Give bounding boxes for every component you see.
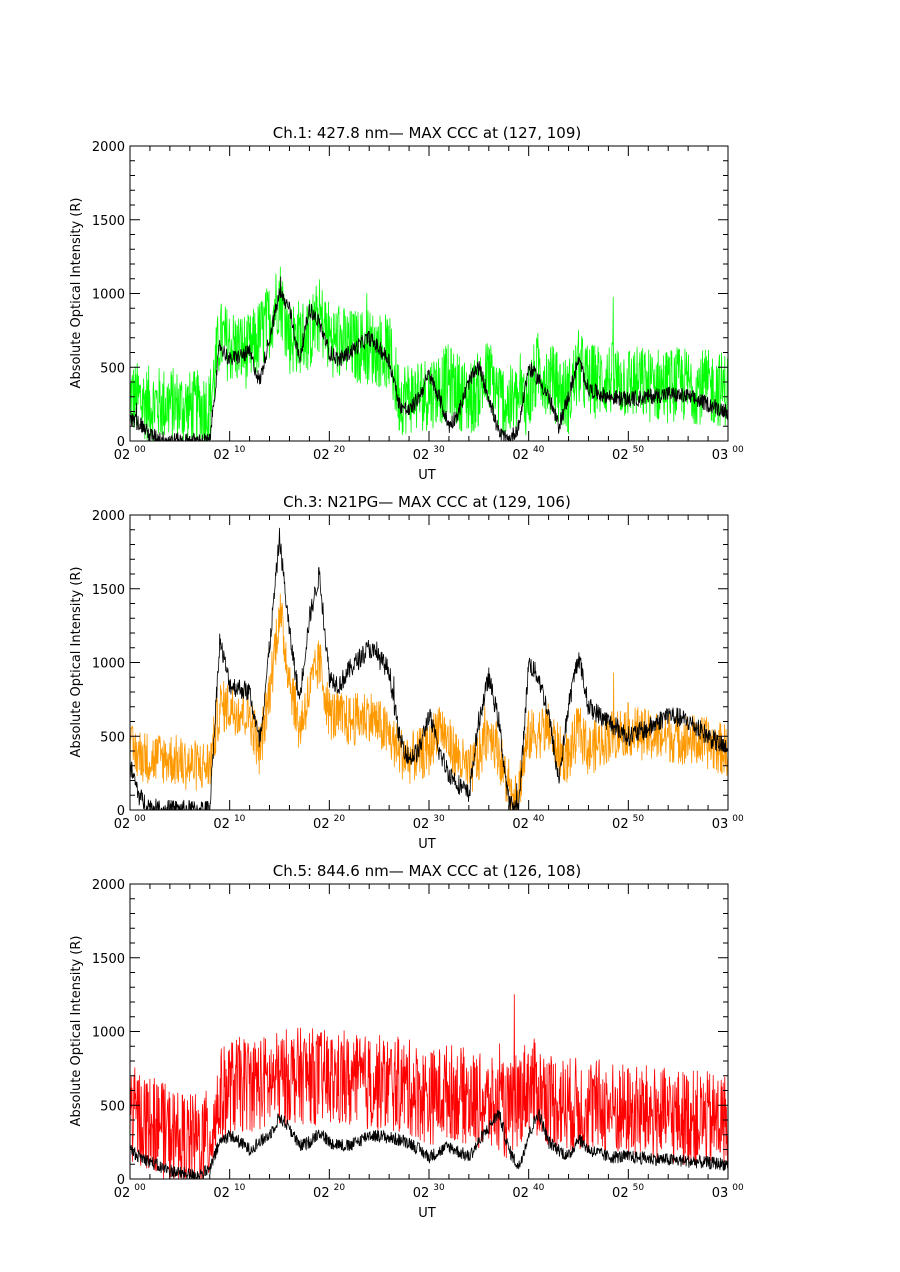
x-tick-label-sup: 50: [633, 1183, 645, 1193]
x-tick-label: 02: [512, 448, 529, 463]
x-tick-label: 02: [512, 1186, 529, 1201]
y-tick-label: 1000: [92, 1026, 125, 1041]
x-tick-label: 02: [612, 448, 629, 463]
y-tick-label: 0: [117, 435, 125, 450]
x-tick-label-sup: 30: [433, 814, 445, 824]
y-tick-label: 500: [100, 730, 125, 745]
y-axis-label-ch5: Absolute Optical Intensity (R): [69, 936, 84, 1127]
x-tick-label: 02: [213, 448, 230, 463]
series-line-black: [130, 527, 728, 810]
x-tick-label-sup: 30: [433, 445, 445, 455]
panel-ch1: Ch.1: 427.8 nm— MAX CCC at (127, 109) UT…: [69, 124, 744, 483]
chart-title-ch5: Ch.5: 844.6 nm— MAX CCC at (126, 108): [273, 862, 582, 880]
y-tick-label: 0: [117, 804, 125, 819]
x-tick-label-sup: 00: [134, 445, 146, 455]
y-tick-label: 1000: [92, 657, 125, 672]
y-tick-label: 500: [100, 361, 125, 376]
y-axis-label-ch3: Absolute Optical Intensity (R): [69, 567, 84, 758]
x-tick-label-sup: 00: [732, 1183, 744, 1193]
x-tick-label: 03: [712, 1186, 729, 1201]
panel-ch5: Ch.5: 844.6 nm— MAX CCC at (126, 108) UT…: [69, 862, 744, 1221]
x-tick-label-sup: 40: [533, 445, 545, 455]
x-tick-label: 02: [114, 448, 131, 463]
x-tick-label-sup: 10: [234, 445, 246, 455]
chart-title-ch3: Ch.3: N21PG— MAX CCC at (129, 106): [283, 493, 571, 511]
x-tick-label: 02: [413, 817, 430, 832]
x-tick-label-sup: 50: [633, 445, 645, 455]
x-tick-label-sup: 40: [533, 814, 545, 824]
x-tick-label-sup: 20: [334, 814, 346, 824]
x-tick-label-sup: 00: [134, 1183, 146, 1193]
y-tick-label: 500: [100, 1099, 125, 1114]
series-line-color: [130, 994, 728, 1179]
x-tick-label-sup: 00: [732, 814, 744, 824]
series-line-black: [130, 1109, 728, 1179]
x-tick-label-sup: 20: [334, 1183, 346, 1193]
y-tick-label: 2000: [92, 140, 125, 155]
y-axis-label-ch1: Absolute Optical Intensity (R): [69, 198, 84, 389]
x-tick-label: 02: [114, 817, 131, 832]
x-tick-label-sup: 10: [234, 814, 246, 824]
x-tick-label: 02: [512, 817, 529, 832]
y-tick-label: 1500: [92, 214, 125, 229]
y-tick-label: 1500: [92, 952, 125, 967]
x-axis-label-ch1: UT: [418, 468, 436, 483]
x-tick-label-sup: 50: [633, 814, 645, 824]
plot-frame: [129, 883, 729, 1180]
y-tick-label: 1500: [92, 583, 125, 598]
series-line-black: [130, 276, 728, 441]
x-tick-label: 02: [213, 817, 230, 832]
x-tick-label-sup: 20: [334, 445, 346, 455]
x-tick-label-sup: 30: [433, 1183, 445, 1193]
y-tick-label: 2000: [92, 509, 125, 524]
x-tick-label: 02: [313, 817, 330, 832]
series-line-color: [130, 266, 728, 441]
x-tick-label: 02: [413, 1186, 430, 1201]
x-tick-label: 02: [313, 448, 330, 463]
chart-title-ch1: Ch.1: 427.8 nm— MAX CCC at (127, 109): [273, 124, 582, 142]
x-tick-label: 02: [313, 1186, 330, 1201]
x-tick-label: 02: [114, 1186, 131, 1201]
y-tick-label: 2000: [92, 878, 125, 893]
x-tick-label: 03: [712, 817, 729, 832]
y-tick-label: 1000: [92, 288, 125, 303]
x-tick-label: 03: [712, 448, 729, 463]
x-tick-label: 02: [612, 817, 629, 832]
x-tick-label-sup: 00: [134, 814, 146, 824]
panel-ch3: Ch.3: N21PG— MAX CCC at (129, 106) UT Ab…: [69, 493, 744, 852]
x-axis-label-ch5: UT: [418, 1206, 436, 1221]
y-tick-label: 0: [117, 1173, 125, 1188]
x-tick-label-sup: 10: [234, 1183, 246, 1193]
x-tick-label: 02: [213, 1186, 230, 1201]
x-axis-label-ch3: UT: [418, 837, 436, 852]
x-tick-label-sup: 40: [533, 1183, 545, 1193]
x-tick-label: 02: [612, 1186, 629, 1201]
x-tick-label: 02: [413, 448, 430, 463]
x-tick-label-sup: 00: [732, 445, 744, 455]
series-line-color: [130, 593, 728, 810]
